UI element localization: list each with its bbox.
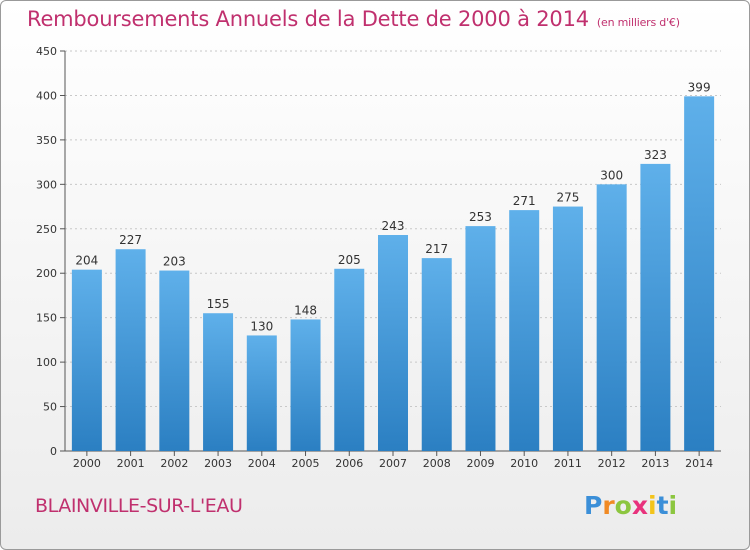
bar-value-label: 148 — [294, 303, 317, 317]
chart-subtitle: (en milliers d'€) — [596, 16, 680, 29]
bar-value-label: 300 — [600, 168, 623, 182]
y-tick-label: 50 — [43, 401, 57, 414]
y-tick-label: 100 — [36, 356, 57, 369]
y-tick-label: 150 — [36, 312, 57, 325]
bar — [71, 269, 102, 451]
chart-title: Remboursements Annuels de la Dette de 20… — [27, 7, 680, 31]
bar-value-label: 204 — [75, 254, 98, 268]
bar — [290, 319, 321, 451]
x-tick-label: 2003 — [204, 457, 232, 470]
bar-value-label: 203 — [163, 255, 186, 269]
y-tick-label: 400 — [36, 89, 57, 102]
bar — [684, 96, 715, 451]
x-tick-label: 2004 — [248, 457, 276, 470]
bar-value-label: 399 — [688, 80, 711, 94]
bar — [509, 210, 540, 451]
logo-letter: t — [656, 491, 669, 520]
x-tick-label: 2002 — [160, 457, 188, 470]
logo-letter: r — [602, 491, 615, 520]
y-tick-label: 250 — [36, 223, 57, 236]
bar-value-label: 227 — [119, 233, 142, 247]
x-tick-label: 2001 — [117, 457, 145, 470]
y-tick-label: 200 — [36, 267, 57, 280]
bar-value-label: 275 — [556, 191, 579, 205]
y-tick-label: 450 — [36, 45, 57, 58]
chart-title-text: Remboursements Annuels de la Dette de 20… — [27, 7, 589, 31]
x-tick-label: 2007 — [379, 457, 407, 470]
bar — [159, 270, 190, 451]
logo-letter: i — [668, 491, 678, 520]
bar — [552, 206, 583, 451]
bar-value-label: 243 — [382, 219, 405, 233]
x-tick-label: 2010 — [510, 457, 538, 470]
bar-value-label: 323 — [644, 148, 667, 162]
bar — [421, 258, 452, 451]
logo-letter: P — [584, 491, 603, 520]
logo-letter: i — [648, 491, 657, 520]
y-tick-label: 300 — [36, 178, 57, 191]
x-tick-label: 2014 — [685, 457, 713, 470]
logo-letter: o — [614, 491, 632, 520]
x-tick-label: 2013 — [641, 457, 669, 470]
logo-letter: x — [631, 491, 648, 520]
bar — [465, 226, 496, 451]
bar — [596, 184, 627, 452]
bar — [378, 235, 408, 451]
bar — [115, 249, 146, 451]
bar — [334, 268, 365, 451]
bar-value-label: 271 — [513, 194, 536, 208]
bar-value-label: 205 — [338, 253, 361, 267]
bar-value-label: 130 — [250, 319, 273, 333]
x-tick-label: 2011 — [554, 457, 582, 470]
bar — [246, 335, 277, 451]
x-tick-label: 2009 — [466, 457, 494, 470]
bar-value-label: 217 — [425, 242, 448, 256]
x-tick-label: 2006 — [335, 457, 363, 470]
bar — [640, 163, 671, 451]
x-tick-label: 2005 — [292, 457, 320, 470]
bar-value-label: 253 — [469, 210, 492, 224]
bar-value-label: 155 — [207, 297, 230, 311]
y-tick-label: 350 — [36, 134, 57, 147]
x-tick-label: 2000 — [73, 457, 101, 470]
bar — [203, 313, 234, 451]
y-tick-label: 0 — [50, 445, 57, 458]
commune-name: BLAINVILLE-SUR-L'EAU — [35, 495, 243, 517]
x-tick-label: 2008 — [423, 457, 451, 470]
proxiti-logo: Proxiti — [584, 491, 677, 520]
x-tick-label: 2012 — [598, 457, 626, 470]
